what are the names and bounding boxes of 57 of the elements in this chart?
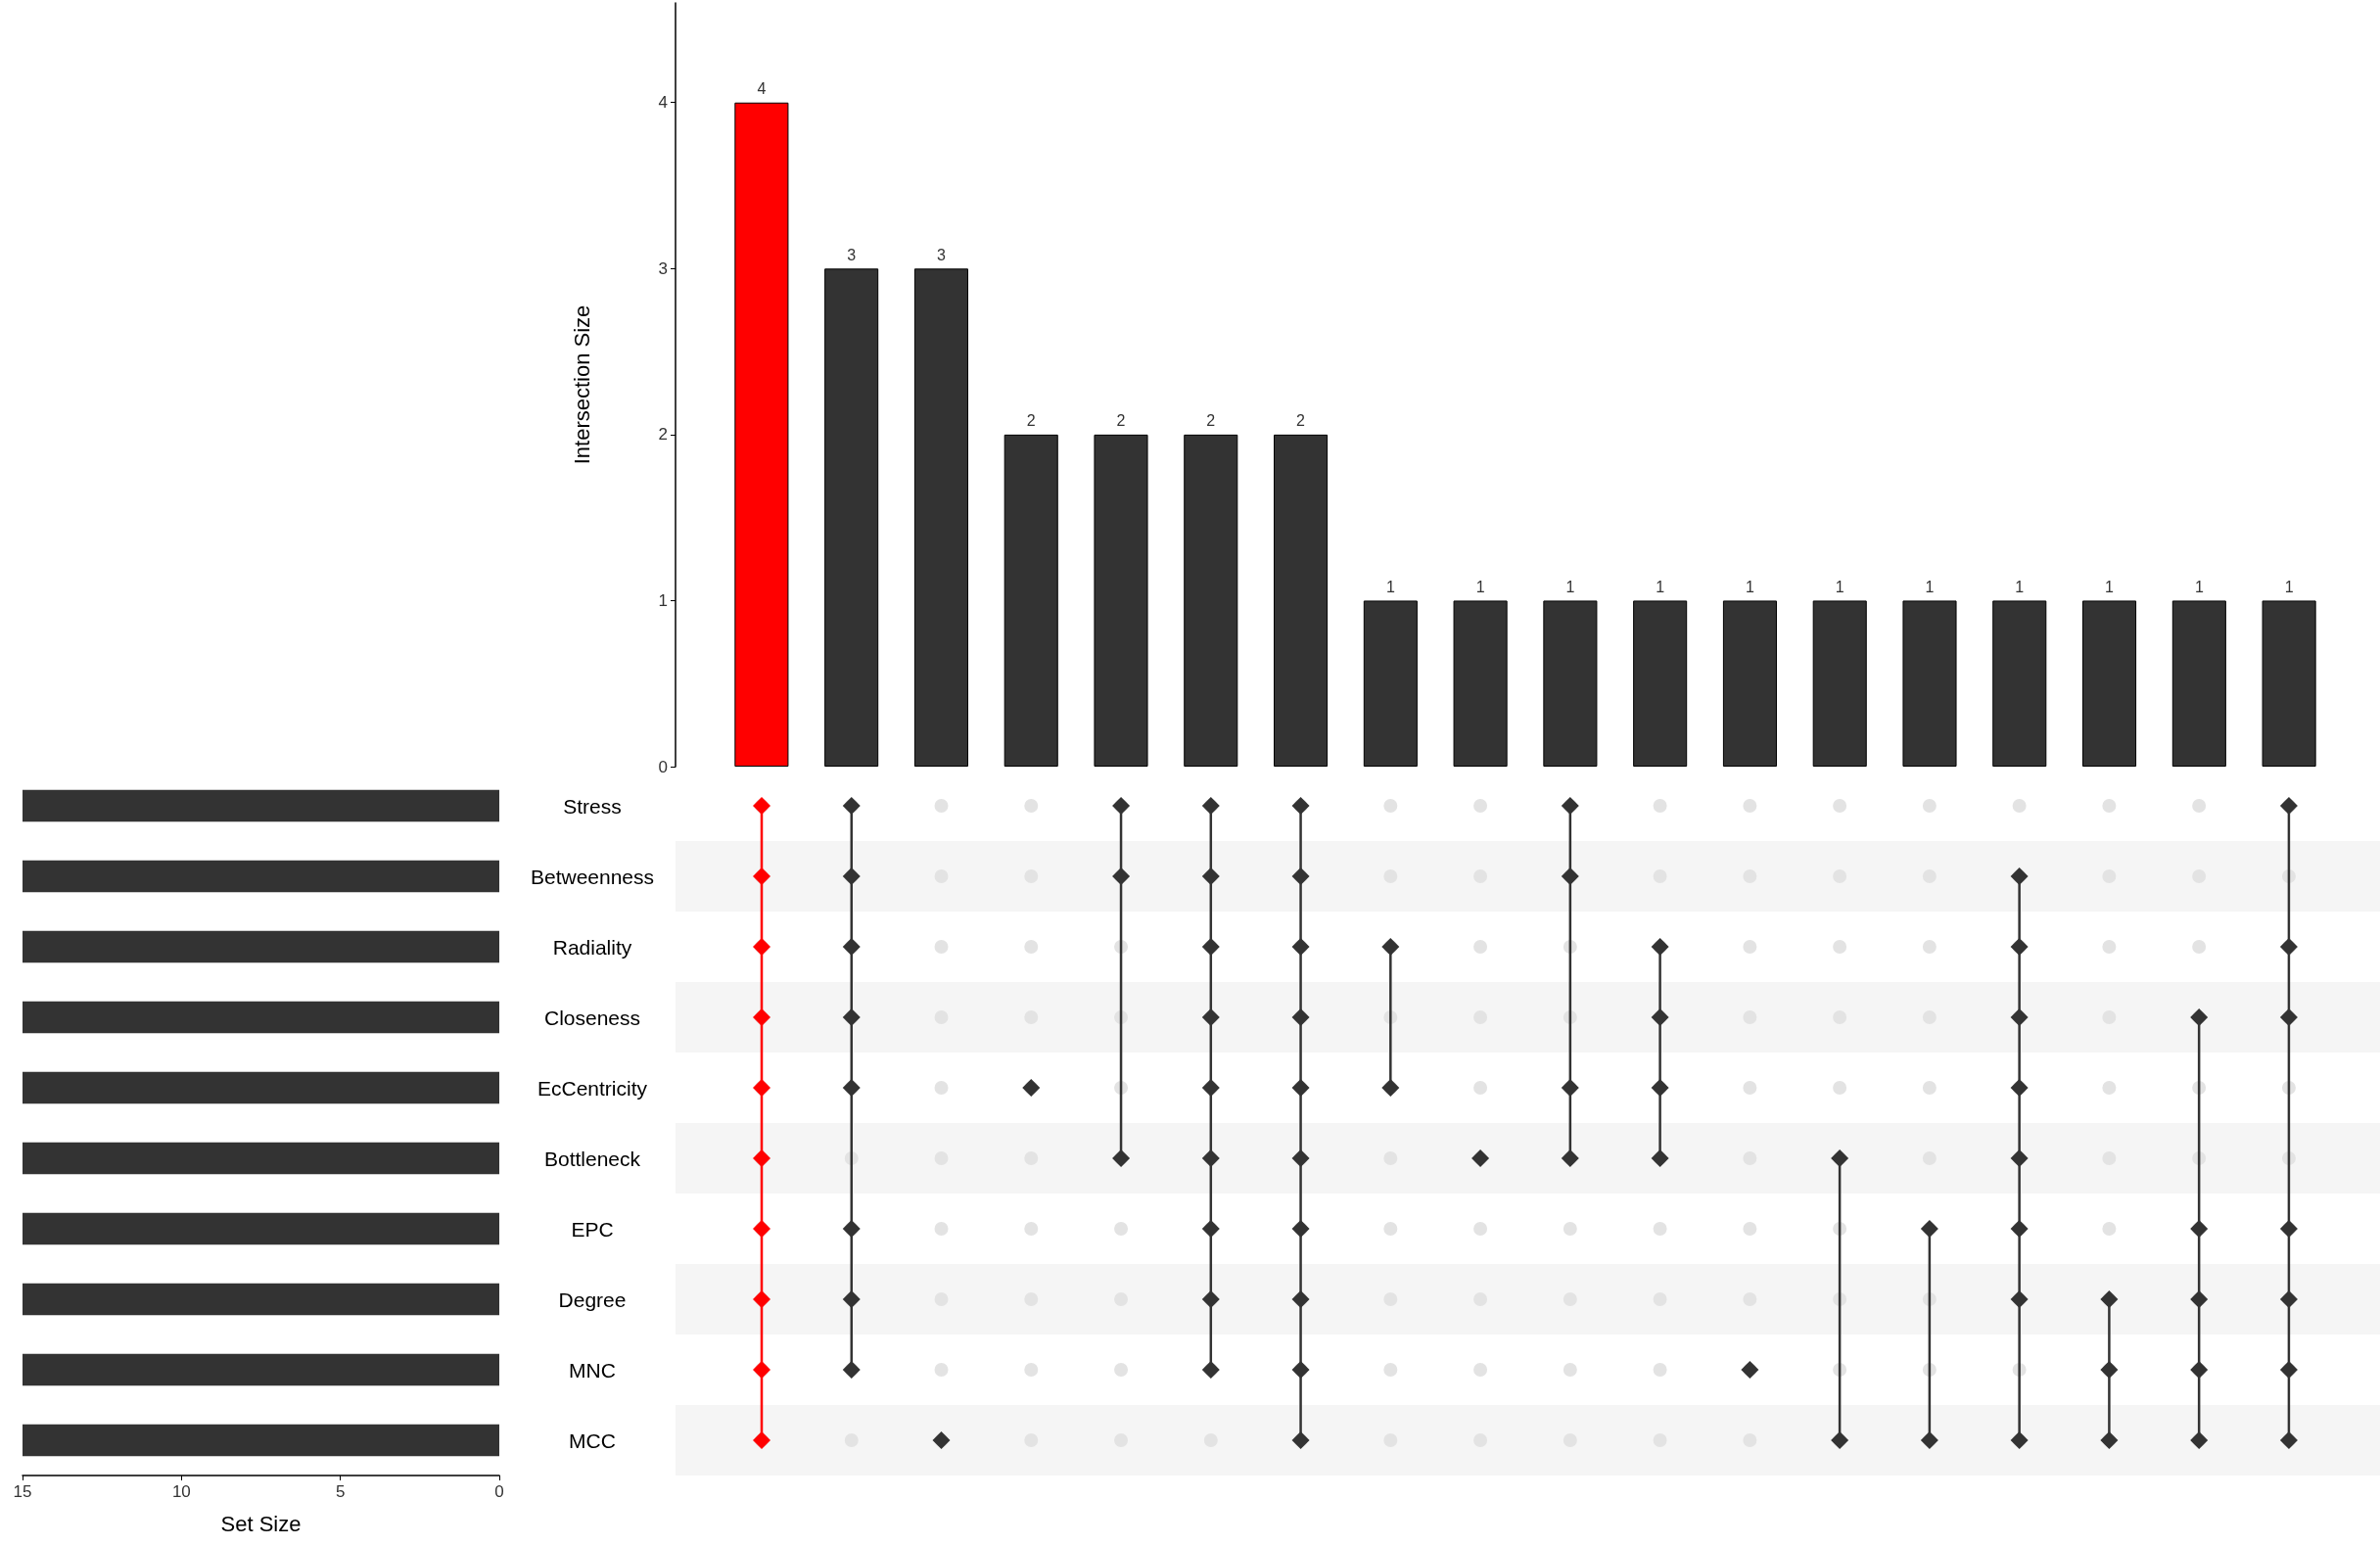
bar [1543,600,1598,767]
data-label: 2 [1116,412,1126,430]
bar [1633,600,1688,767]
data-label: 2 [1296,412,1306,430]
x-tick-label: 15 [13,1482,32,1501]
bar [913,268,968,767]
data-label: 1 [1745,578,1754,595]
x-axis-title: Set Size [220,1511,302,1536]
data-label: 1 [1835,578,1844,595]
y-axis-title: Intersection Size [569,305,594,465]
y-tick-label: Stress [563,794,622,818]
data-label: 2 [1026,412,1036,430]
x-tick-label: 0 [494,1482,504,1501]
bar [2082,600,2137,767]
bar [1363,600,1418,767]
y-tick-label: Radiality [552,935,632,959]
y-tick-label: 2 [658,425,668,445]
y-tick-label: Bottleneck [543,1147,641,1170]
bar [1274,434,1329,767]
bar [1094,434,1148,767]
y-tick-label: EcCentricity [537,1076,648,1100]
bar [1184,434,1238,767]
bar [1453,600,1508,767]
data-label: 2 [1206,412,1216,430]
y-tick-label: MCC [569,1429,616,1452]
data-label: 3 [936,246,946,263]
data-label: 1 [1925,578,1935,595]
y-tick-label: Closeness [543,1006,641,1029]
data-label: 3 [847,246,857,263]
data-label: 1 [1385,578,1395,595]
bar [824,268,879,767]
data-label: 1 [2284,578,2294,595]
bar [1812,600,1867,767]
data-label: 1 [2015,578,2025,595]
data-label: 1 [1565,578,1575,595]
bar [1003,434,1058,767]
bar [734,102,789,767]
bar [1992,600,2047,767]
bar [2171,600,2226,767]
data-label: 1 [1656,578,1665,595]
x-tick-label: 5 [335,1482,346,1501]
y-tick-label: Degree [558,1288,627,1311]
y-tick-label: EPC [571,1217,614,1241]
y-tick-label: MNC [569,1358,616,1382]
data-label: 1 [1475,578,1485,595]
data-label: 1 [2194,578,2204,595]
bar [1902,600,1957,767]
y-tick-label: 3 [658,258,668,278]
y-tick-label: 1 [658,590,668,610]
y-tick-label: Betweenness [530,865,655,888]
y-tick-label: 0 [658,757,668,776]
bar [1722,600,1777,767]
y-tick-label: 4 [658,93,668,113]
data-label: 1 [2105,578,2115,595]
bar [2262,600,2316,767]
data-label: 4 [757,80,767,98]
x-tick-label: 10 [171,1482,191,1501]
